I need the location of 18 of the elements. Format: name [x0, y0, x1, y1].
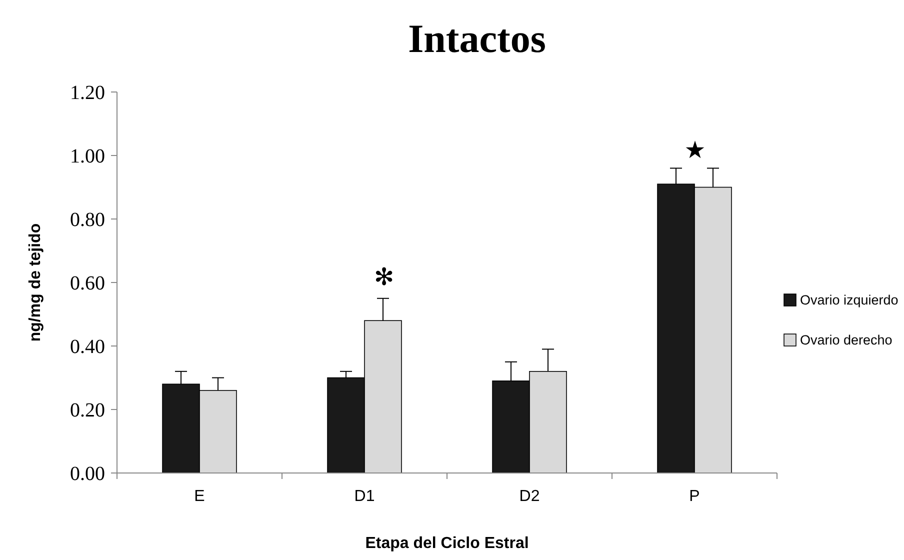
y-tick-label: 0.60	[70, 272, 105, 294]
y-tick-label: 1.20	[70, 82, 105, 104]
y-tick-label: 0.00	[70, 463, 105, 485]
x-tick-label: E	[194, 488, 205, 505]
y-tick-label: 0.20	[70, 400, 105, 422]
annotation: ★	[684, 136, 706, 164]
y-tick-label: 1.00	[70, 146, 105, 168]
x-axis-title: Etapa del Ciclo Estral	[365, 535, 529, 552]
y-tick-label: 0.40	[70, 336, 105, 358]
legend-label: Ovario derecho	[800, 332, 892, 348]
chart-title: Intactos	[408, 16, 546, 61]
x-tick-label: D1	[354, 488, 375, 505]
legend-label: Ovario izquierdo	[800, 292, 898, 308]
x-tick-label: D2	[519, 488, 540, 505]
y-axis-title: ng/mg de tejido	[27, 223, 44, 342]
x-tick-label: P	[689, 488, 700, 505]
y-tick-label: 0.80	[70, 209, 105, 231]
annotation: ✻	[374, 263, 394, 291]
